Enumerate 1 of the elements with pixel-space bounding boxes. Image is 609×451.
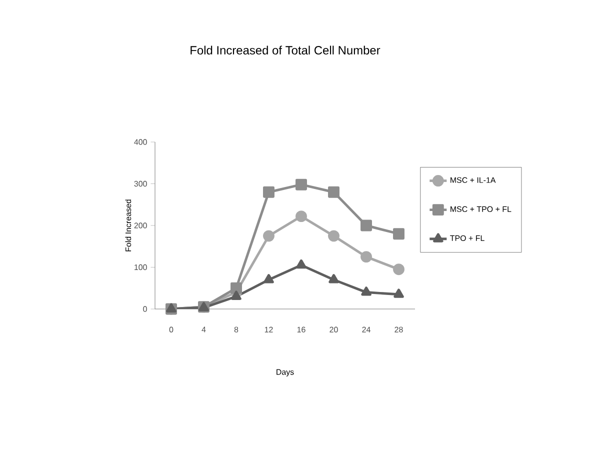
chart-title: Fold Increased of Total Cell Number bbox=[190, 46, 380, 54]
